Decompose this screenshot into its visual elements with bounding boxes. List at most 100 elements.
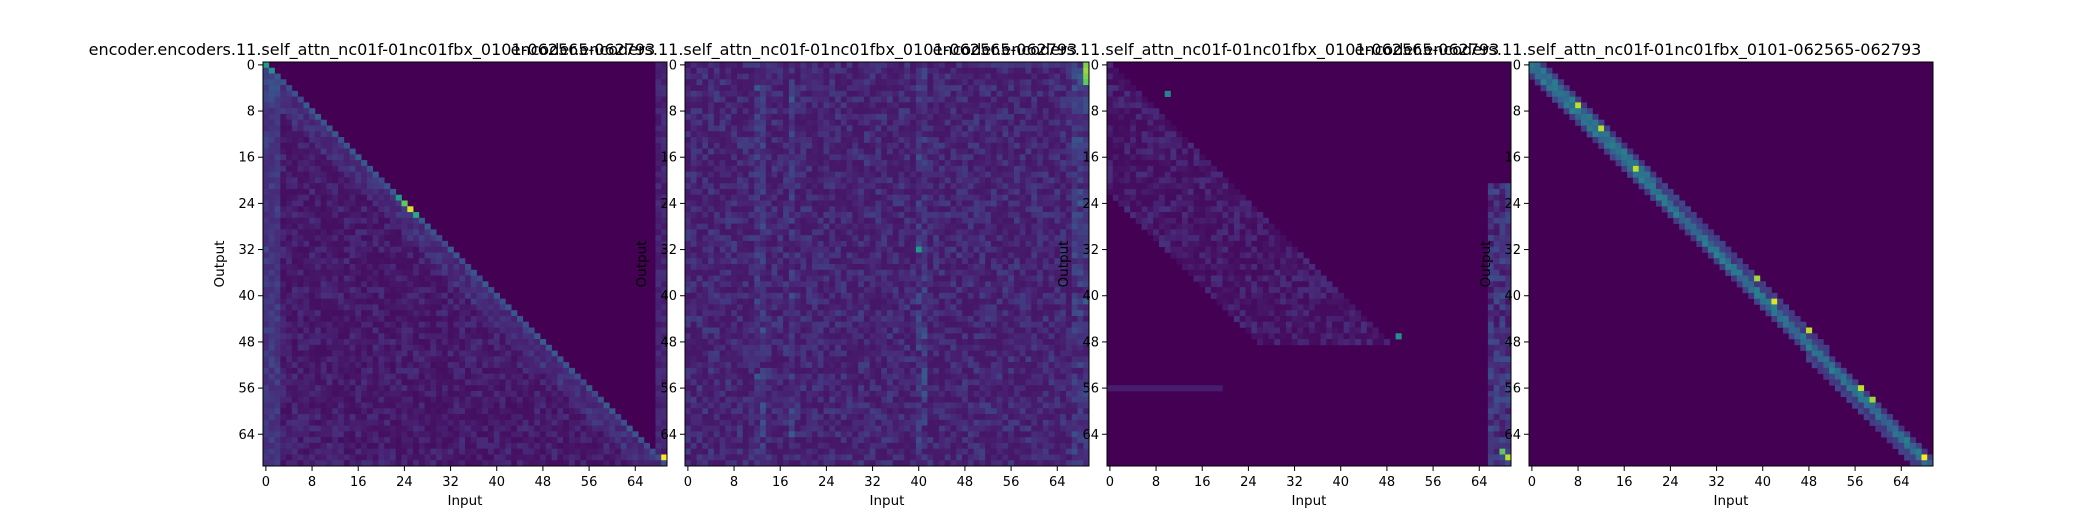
heatmap-cell bbox=[1071, 137, 1078, 144]
heatmap-cell bbox=[690, 160, 697, 167]
heatmap-cell bbox=[1037, 240, 1044, 248]
heatmap-cell bbox=[551, 396, 558, 403]
heatmap-cell bbox=[944, 108, 951, 115]
heatmap-cell bbox=[1042, 206, 1049, 213]
heatmap-cell bbox=[453, 315, 460, 323]
heatmap-cell bbox=[430, 310, 437, 317]
heatmap-cell bbox=[620, 442, 627, 450]
heatmap-cell bbox=[887, 125, 894, 132]
heatmap-cell bbox=[378, 379, 385, 386]
heatmap-cell bbox=[950, 108, 957, 115]
heatmap-cell bbox=[1013, 85, 1021, 92]
heatmap-cell bbox=[915, 160, 922, 167]
heatmap-cell bbox=[1048, 142, 1055, 149]
heatmap-cell bbox=[1054, 131, 1061, 138]
heatmap-cell bbox=[938, 200, 946, 207]
heatmap-cell bbox=[1054, 200, 1061, 207]
heatmap-cell bbox=[806, 113, 813, 121]
heatmap-cell bbox=[314, 292, 322, 299]
heatmap-cell bbox=[661, 62, 668, 69]
heatmap-cell bbox=[459, 350, 466, 357]
heatmap-cell bbox=[1065, 90, 1073, 97]
heatmap-cell bbox=[332, 212, 339, 219]
heatmap-cell bbox=[933, 160, 940, 167]
heatmap-cell bbox=[869, 90, 876, 97]
heatmap-cell bbox=[800, 229, 807, 236]
heatmap-cell bbox=[459, 460, 466, 467]
heatmap-cell bbox=[956, 223, 963, 230]
heatmap-cell bbox=[378, 258, 385, 265]
heatmap-cell bbox=[540, 362, 547, 369]
heatmap-cell bbox=[731, 113, 738, 121]
heatmap-cell bbox=[580, 454, 587, 461]
heatmap-cell bbox=[493, 460, 500, 467]
heatmap-cell bbox=[696, 102, 703, 109]
heatmap-cell bbox=[389, 373, 397, 380]
heatmap-cell bbox=[915, 67, 922, 74]
heatmap-cell bbox=[349, 171, 356, 178]
heatmap-cell bbox=[979, 194, 986, 201]
heatmap-cell bbox=[493, 310, 500, 317]
heatmap-cell bbox=[719, 171, 726, 178]
heatmap-cell bbox=[632, 448, 639, 455]
heatmap-cell bbox=[915, 108, 922, 115]
heatmap-cell bbox=[979, 62, 986, 69]
heatmap-cell bbox=[355, 240, 362, 248]
heatmap-cell bbox=[713, 188, 720, 196]
heatmap-cell bbox=[835, 73, 842, 80]
heatmap-cell bbox=[933, 79, 940, 86]
heatmap-cell bbox=[361, 252, 368, 259]
heatmap-cell bbox=[1054, 142, 1061, 149]
heatmap-cell bbox=[835, 102, 842, 109]
heatmap-cell bbox=[788, 137, 796, 144]
heatmap-cell bbox=[996, 188, 1003, 196]
heatmap-cell bbox=[1002, 119, 1009, 126]
heatmap-cell bbox=[407, 298, 414, 305]
heatmap-cell bbox=[904, 171, 911, 178]
heatmap-cell bbox=[597, 437, 604, 444]
heatmap-cell bbox=[869, 165, 876, 173]
heatmap-cell bbox=[910, 223, 917, 230]
heatmap-cell bbox=[401, 246, 408, 253]
heatmap-cell bbox=[794, 148, 801, 155]
heatmap-cell bbox=[355, 275, 362, 282]
heatmap-cell bbox=[655, 177, 662, 184]
heatmap-cell bbox=[338, 379, 345, 386]
heatmap-cell bbox=[286, 131, 293, 138]
heatmap-cell bbox=[887, 240, 894, 248]
heatmap-cell bbox=[713, 113, 720, 121]
heatmap-cell bbox=[401, 367, 408, 375]
heatmap-cell bbox=[591, 460, 599, 467]
heatmap-cell bbox=[453, 431, 460, 438]
heatmap-cell bbox=[1031, 160, 1038, 167]
heatmap-cell bbox=[372, 264, 379, 271]
heatmap-cell bbox=[297, 390, 304, 398]
heatmap-cell bbox=[1071, 183, 1078, 190]
heatmap-cell bbox=[915, 125, 922, 132]
heatmap-cell bbox=[286, 269, 293, 276]
heatmap-cell bbox=[384, 310, 391, 317]
heatmap-cell bbox=[742, 229, 749, 236]
heatmap-cell bbox=[447, 344, 454, 351]
heatmap-cell bbox=[696, 154, 703, 161]
heatmap-cell bbox=[806, 160, 813, 167]
heatmap-cell bbox=[534, 333, 541, 340]
heatmap-cell bbox=[349, 165, 356, 173]
heatmap-cell bbox=[326, 165, 333, 173]
heatmap-cell bbox=[453, 327, 460, 334]
heatmap-cell bbox=[736, 108, 744, 115]
heatmap-cell bbox=[858, 160, 865, 167]
heatmap-cell bbox=[1031, 217, 1038, 224]
heatmap-cell bbox=[263, 235, 270, 242]
heatmap-cell bbox=[887, 102, 894, 109]
heatmap-cell bbox=[1048, 96, 1055, 103]
heatmap-cell bbox=[540, 344, 547, 351]
heatmap-cell bbox=[476, 281, 483, 288]
heatmap-cell bbox=[725, 171, 732, 178]
heatmap-cell bbox=[551, 437, 558, 444]
heatmap-cell bbox=[967, 217, 974, 224]
heatmap-cell bbox=[545, 454, 552, 461]
heatmap-cell bbox=[384, 229, 391, 236]
heatmap-cell bbox=[314, 396, 322, 403]
heatmap-cell bbox=[274, 287, 281, 294]
